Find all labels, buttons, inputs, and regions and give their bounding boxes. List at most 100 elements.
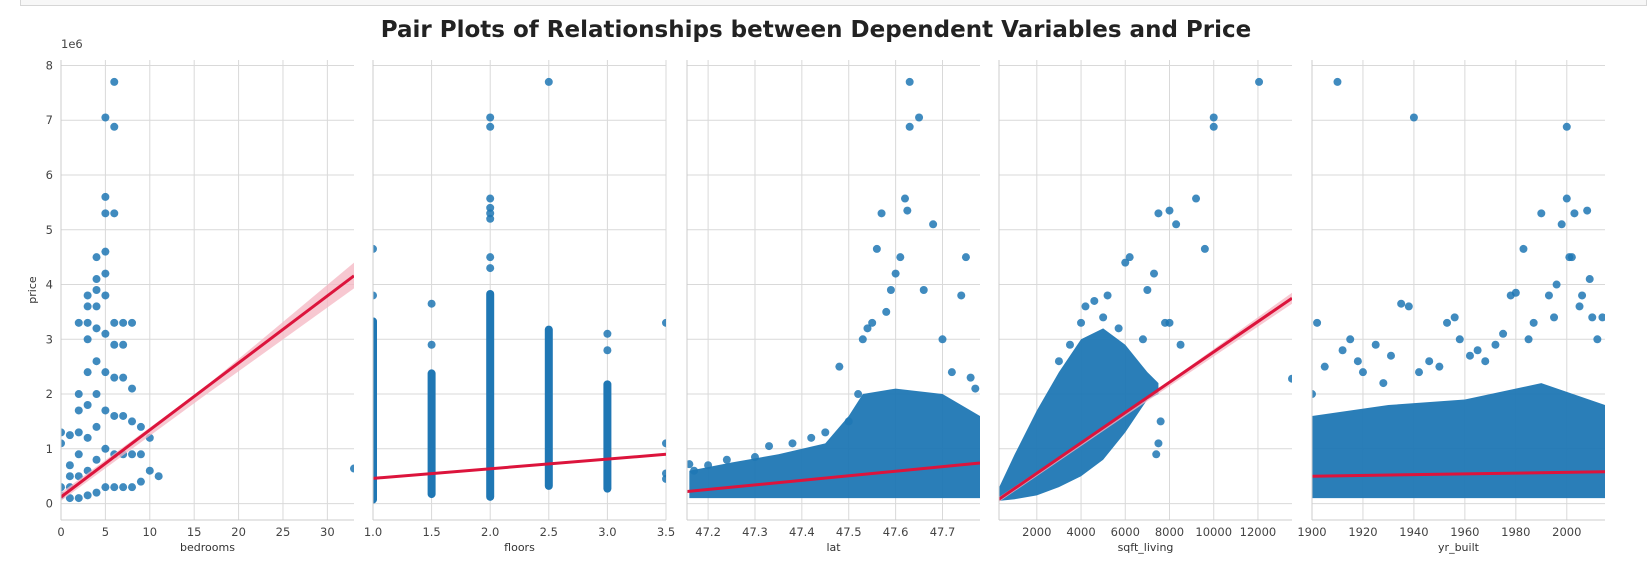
x-tick-label: 2000: [1022, 525, 1051, 539]
data-point: [145, 466, 154, 475]
regression-line: [687, 461, 980, 494]
data-point: [83, 302, 92, 311]
data-point: [427, 299, 436, 308]
data-point: [1529, 318, 1538, 327]
data-point: [1090, 296, 1099, 305]
data-point: [877, 209, 886, 218]
data-point: [1154, 439, 1163, 448]
data-point: [957, 291, 966, 300]
data-point: [1562, 194, 1571, 203]
data-point: [1150, 269, 1159, 278]
data-point: [835, 362, 844, 371]
data-point: [119, 373, 128, 382]
y-offset-label: 1e6: [61, 37, 83, 51]
plot-area: [61, 77, 354, 503]
data-point: [101, 329, 110, 338]
data-point: [891, 269, 900, 278]
data-point: [61, 428, 65, 437]
data-point: [929, 220, 938, 229]
data-point: [1443, 318, 1452, 327]
data-point: [1465, 351, 1474, 360]
data-point: [1499, 329, 1508, 338]
data-point: [1114, 324, 1123, 333]
data-point: [1583, 206, 1592, 215]
x-tick-label: 3.0: [598, 525, 616, 539]
data-point: [863, 324, 872, 333]
data-point: [882, 307, 891, 316]
data-point: [1103, 291, 1112, 300]
data-point: [486, 122, 495, 131]
point-strip: [373, 317, 377, 504]
data-point: [1176, 340, 1185, 349]
dense-point-cloud: [1312, 383, 1605, 499]
data-point: [110, 340, 119, 349]
data-point: [1081, 302, 1090, 311]
data-point: [971, 384, 980, 393]
data-point: [110, 483, 119, 492]
data-point: [1156, 417, 1165, 426]
data-point: [136, 477, 145, 486]
data-point: [1524, 335, 1533, 344]
point-strip: [603, 380, 612, 493]
data-point: [1192, 194, 1201, 203]
y-tick-label: 5: [46, 223, 53, 237]
data-point: [83, 335, 92, 344]
data-point: [1473, 346, 1482, 355]
data-point: [110, 411, 119, 420]
data-point: [722, 455, 731, 464]
data-point: [1455, 335, 1464, 344]
data-point: [765, 442, 774, 451]
x-tick-label: 10: [142, 525, 157, 539]
data-point: [1379, 379, 1388, 388]
regression-line: [61, 274, 354, 499]
y-tick-label: 1: [46, 442, 53, 456]
data-point: [92, 357, 101, 366]
dense-point-cloud: [689, 388, 980, 499]
x-tick-label: 1980: [1501, 525, 1530, 539]
data-point: [919, 286, 928, 294]
data-point: [1172, 220, 1181, 229]
data-point: [101, 444, 110, 453]
x-tick-label: 47.3: [742, 525, 768, 539]
data-point: [486, 194, 495, 203]
data-point: [1154, 209, 1163, 218]
data-point: [1209, 113, 1218, 122]
data-point: [662, 469, 666, 478]
data-point: [65, 461, 74, 470]
data-point: [1519, 244, 1528, 253]
data-point: [110, 77, 119, 86]
subplots-group: 0 5 10 15 20 25 30 0 1 2 3 4 5 6 7 8 1e6 bedrooms price 1.0…: [26, 37, 1605, 554]
data-point: [1481, 357, 1490, 366]
x-tick-label: 47.5: [836, 525, 862, 539]
data-point: [83, 401, 92, 409]
data-point: [92, 455, 101, 464]
y-tick-label: 3: [46, 332, 53, 346]
data-point: [868, 318, 877, 327]
data-point: [92, 324, 101, 333]
data-point: [1567, 253, 1576, 262]
data-point: [544, 77, 553, 86]
data-point: [74, 406, 83, 415]
data-point: [1313, 318, 1322, 327]
data-point: [128, 318, 137, 327]
data-point: [858, 335, 867, 344]
data-point: [92, 286, 101, 294]
data-point: [1200, 244, 1209, 253]
data-point: [603, 329, 612, 338]
subplot-sqft_living: 2000 4000 6000 8000 10000 12000 sqft_living: [998, 60, 1292, 554]
data-point: [1288, 374, 1292, 383]
data-point: [486, 209, 495, 218]
subplot-lat: 47.2 47.3 47.4 47.5 47.6 47.7 lat: [686, 60, 980, 554]
data-point: [83, 318, 92, 327]
x-tick-label: 30: [320, 525, 335, 539]
subplot-floors: 1.0 1.5 2.0 2.5 3.0 3.5 floors: [364, 60, 675, 554]
data-point: [92, 422, 101, 431]
data-point: [1371, 340, 1380, 349]
data-point: [83, 491, 92, 500]
data-point: [966, 373, 975, 382]
x-tick-label: 1900: [1297, 525, 1326, 539]
data-point: [1598, 313, 1605, 322]
plot-area: [999, 77, 1292, 502]
data-point: [110, 318, 119, 327]
